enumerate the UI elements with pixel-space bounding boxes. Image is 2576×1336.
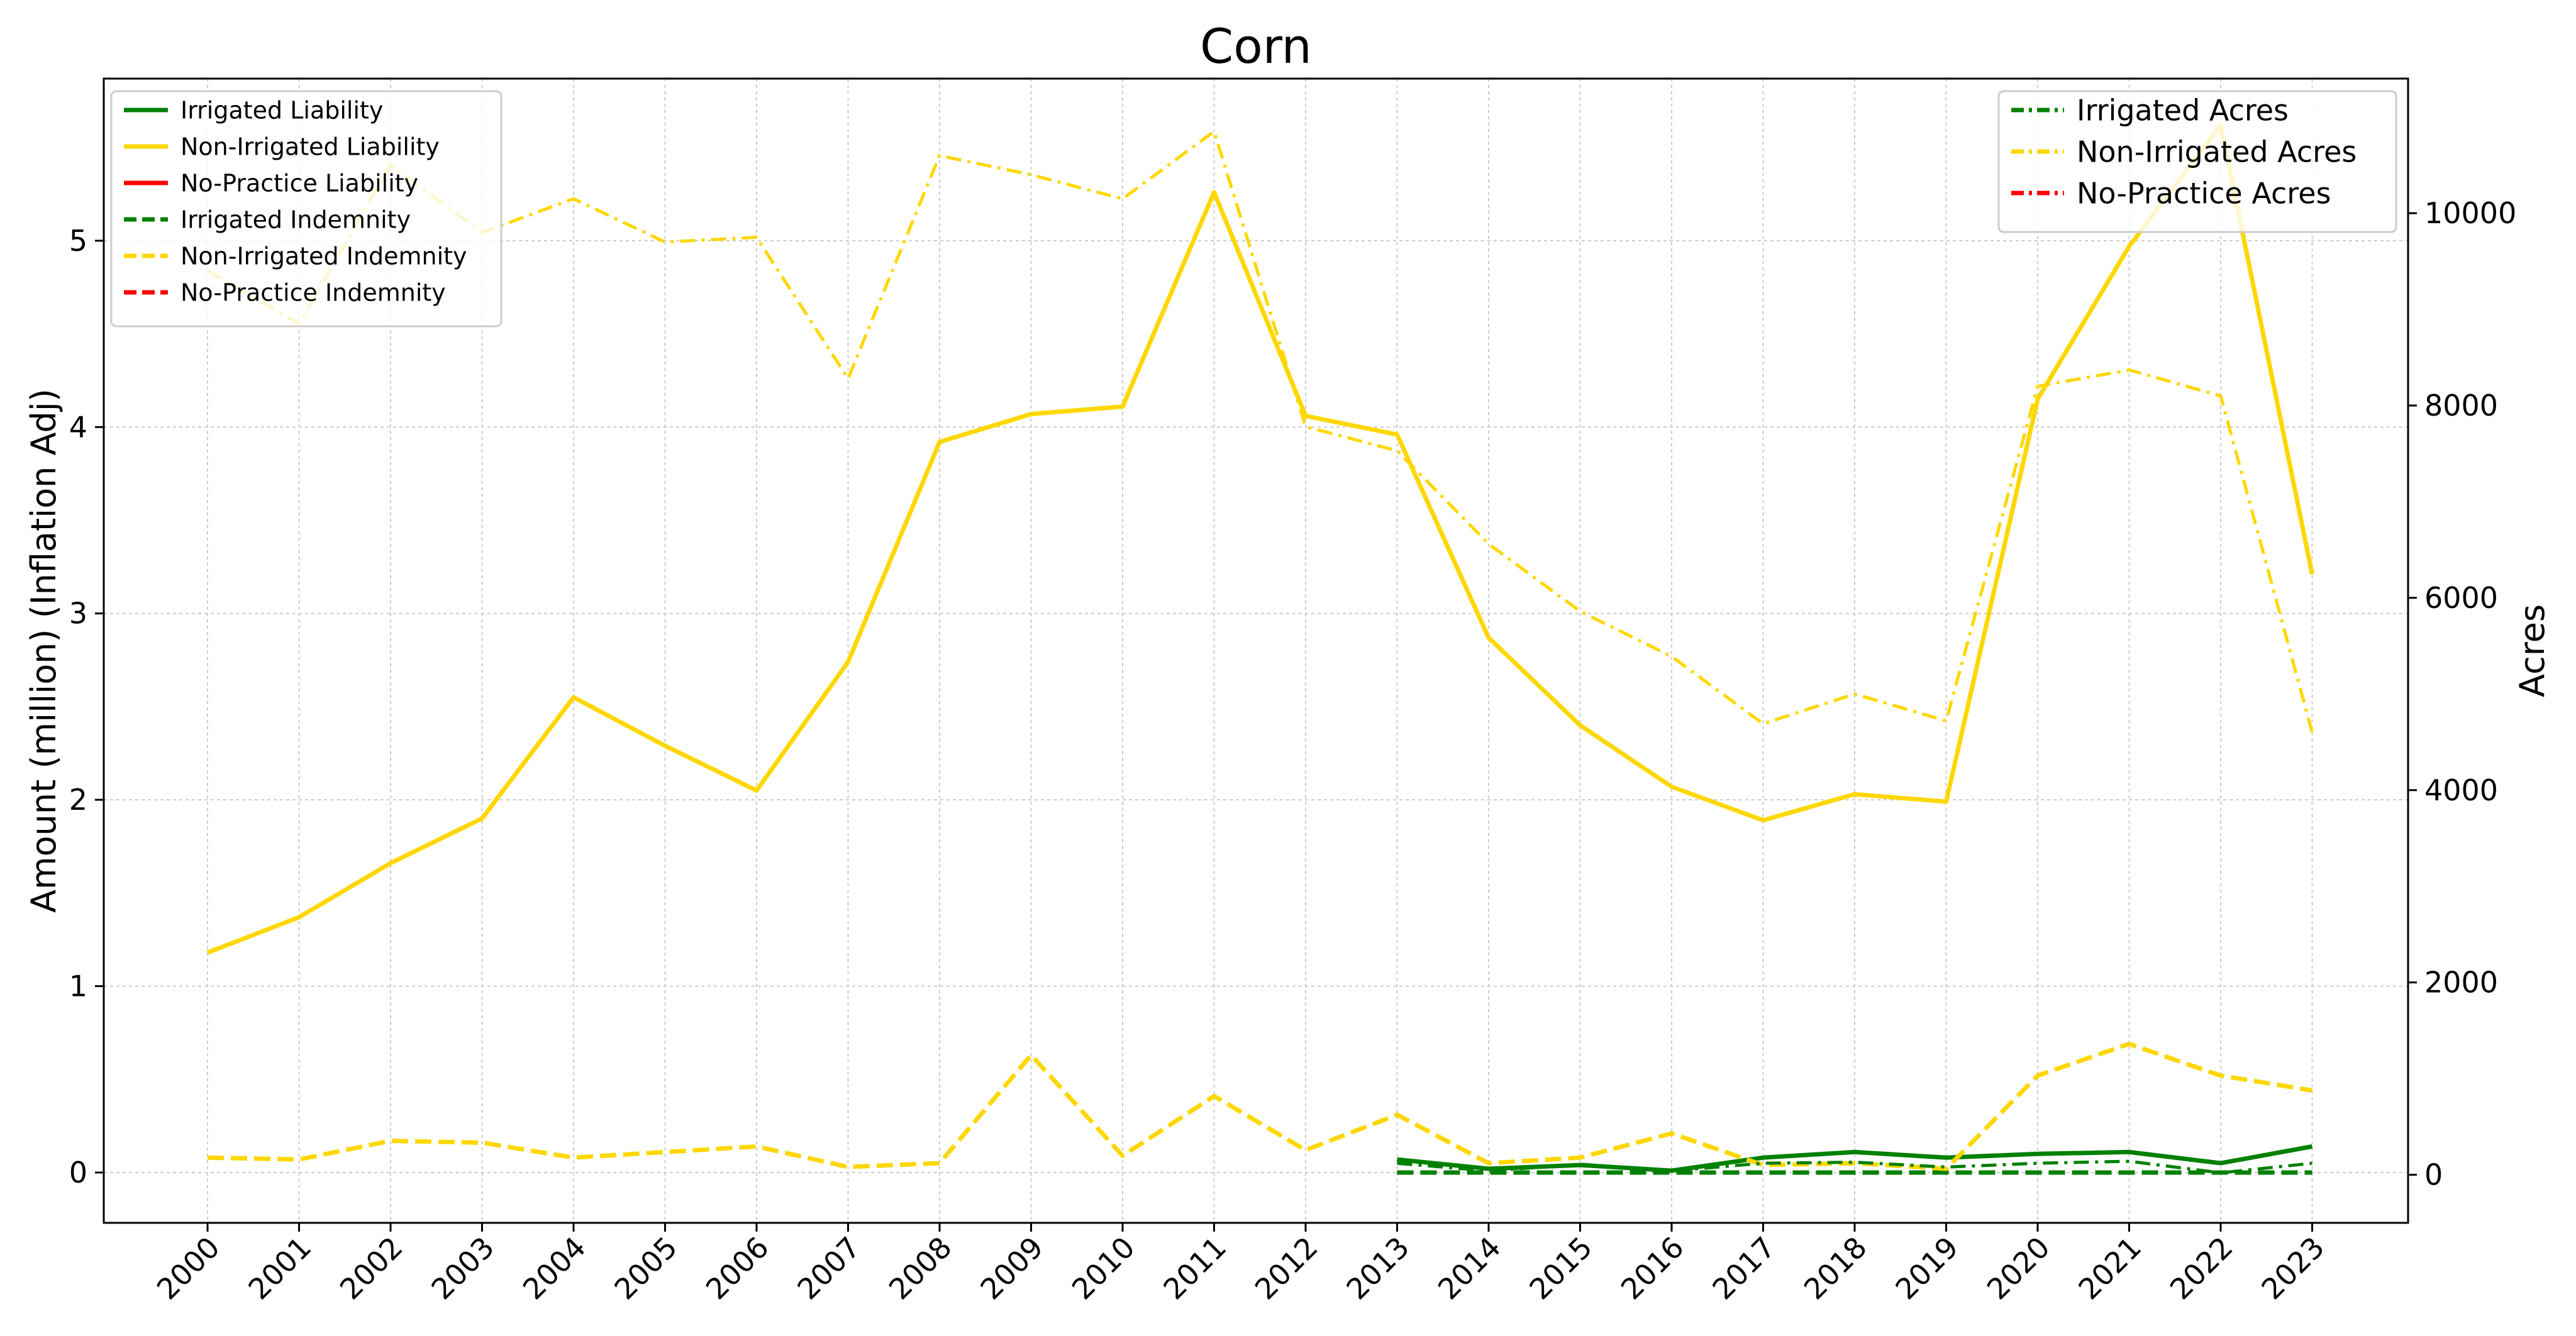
legend-label-no-practice-liability: No-Practice Liability: [180, 170, 418, 197]
legend-left: Irrigated Liability Non-Irrigated Liabili…: [110, 90, 502, 328]
x-tick-label: 2000: [150, 1230, 226, 1306]
y-axis-right: 0 2000 4000 6000 8000 10000: [2408, 196, 2516, 1192]
x-tick-label: 2022: [2163, 1230, 2240, 1306]
series-non-irrigated-liability: [206, 123, 2314, 955]
x-tick-label: 2003: [425, 1230, 501, 1306]
y-tick-label: 2: [69, 783, 87, 817]
x-tick-label: 2018: [1797, 1230, 1874, 1306]
y-axis-label: Amount (million) (Inflation Adj): [24, 389, 64, 913]
y2-tick-label: 0: [2424, 1158, 2443, 1192]
y2-tick-label: 8000: [2424, 389, 2498, 422]
y-axis-left: 0 1 2 3 4 5: [69, 224, 104, 1190]
x-tick-label: 2010: [1065, 1230, 1141, 1306]
series-irrigated-liability: [1397, 1144, 2313, 1173]
x-tick-label: 2012: [1248, 1230, 1324, 1306]
x-tick-label: 2001: [242, 1230, 318, 1306]
legend-right: Irrigated Acres Non-Irrigated Acres No-Pra…: [1997, 90, 2397, 233]
series-non-irrigated-indemnity: [207, 1041, 2313, 1171]
legend-label-non-irrigated-acres: Non-Irrigated Acres: [2077, 135, 2357, 169]
chart-title: Corn: [1200, 18, 1312, 74]
y2-axis-label: Acres: [2512, 604, 2552, 697]
x-axis: 2000 2001 2002 2003 2004 2005 2006 2007 2008 2009…: [150, 1223, 2331, 1306]
series-non-irrigated-acres: [206, 130, 2314, 733]
x-tick-label: 2005: [608, 1230, 684, 1306]
y-tick-label: 0: [69, 1156, 87, 1190]
x-tick-label: 2008: [882, 1230, 958, 1306]
y2-tick-label: 2000: [2424, 966, 2498, 1000]
x-tick-label: 2007: [791, 1230, 867, 1306]
x-tick-label: 2011: [1157, 1230, 1233, 1306]
legend-label-no-practice-acres: No-Practice Acres: [2077, 177, 2331, 211]
y2-tick-label: 6000: [2424, 581, 2498, 615]
legend-box: [1997, 90, 2397, 233]
legend-label-no-practice-indemnity: No-Practice Indemnity: [180, 279, 446, 307]
y-tick-label: 1: [69, 969, 87, 1003]
x-tick-label: 2023: [2255, 1230, 2331, 1306]
y2-tick-label: 10000: [2424, 196, 2516, 230]
grid: [104, 79, 2408, 1223]
x-tick-label: 2021: [2072, 1230, 2148, 1306]
x-tick-label: 2013: [1340, 1230, 1416, 1306]
x-tick-label: 2002: [333, 1230, 409, 1306]
legend-label-irrigated-indemnity: Irrigated Indemnity: [180, 206, 411, 234]
legend-label-non-irrigated-indemnity: Non-Irrigated Indemnity: [180, 243, 467, 270]
x-tick-label: 2017: [1706, 1230, 1782, 1306]
x-tick-label: 2004: [516, 1230, 592, 1306]
x-tick-label: 2014: [1431, 1230, 1507, 1306]
y-tick-label: 4: [69, 410, 87, 444]
x-tick-label: 2009: [974, 1230, 1050, 1306]
x-tick-label: 2020: [1980, 1230, 2057, 1306]
y2-tick-label: 4000: [2424, 773, 2498, 807]
y-tick-label: 5: [69, 224, 87, 258]
x-tick-label: 2015: [1523, 1230, 1599, 1306]
legend-label-irrigated-liability: Irrigated Liability: [180, 97, 383, 124]
legend-box: [110, 90, 502, 328]
plot-lines: [206, 123, 2314, 1175]
x-tick-label: 2016: [1614, 1230, 1690, 1306]
legend-label-irrigated-acres: Irrigated Acres: [2077, 94, 2289, 128]
y-tick-label: 3: [69, 597, 87, 631]
plot-frame: [103, 77, 2409, 1224]
legend-label-non-irrigated-liability: Non-Irrigated Liability: [180, 133, 440, 161]
x-tick-label: 2019: [1889, 1230, 1965, 1306]
x-tick-label: 2006: [699, 1230, 775, 1306]
